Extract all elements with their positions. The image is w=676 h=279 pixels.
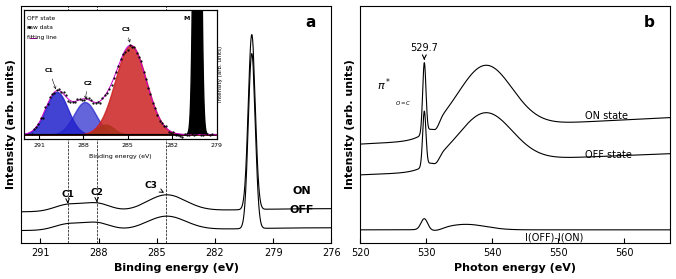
Text: I(OFF)-I(ON): I(OFF)-I(ON) [525, 233, 583, 243]
Text: b: b [644, 15, 655, 30]
Text: C2: C2 [91, 188, 103, 201]
Text: C3: C3 [145, 181, 163, 192]
Text: ON state: ON state [585, 110, 627, 121]
X-axis label: Binding energy (eV): Binding energy (eV) [114, 263, 239, 273]
Y-axis label: Intensity (arb. units): Intensity (arb. units) [345, 59, 355, 189]
Text: OFF state: OFF state [585, 150, 631, 160]
Text: $\pi^*$: $\pi^*$ [377, 76, 391, 93]
Text: 529.7: 529.7 [410, 43, 438, 59]
Text: C1: C1 [62, 189, 74, 202]
Y-axis label: Intensity (arb. units): Intensity (arb. units) [218, 46, 223, 102]
Text: OFF: OFF [290, 205, 314, 215]
Text: $_{O=C}$: $_{O=C}$ [395, 99, 411, 108]
Y-axis label: Intensity (arb. units): Intensity (arb. units) [5, 59, 16, 189]
X-axis label: Photon energy (eV): Photon energy (eV) [454, 263, 577, 273]
Text: ON: ON [293, 186, 312, 196]
Text: a: a [306, 15, 316, 30]
